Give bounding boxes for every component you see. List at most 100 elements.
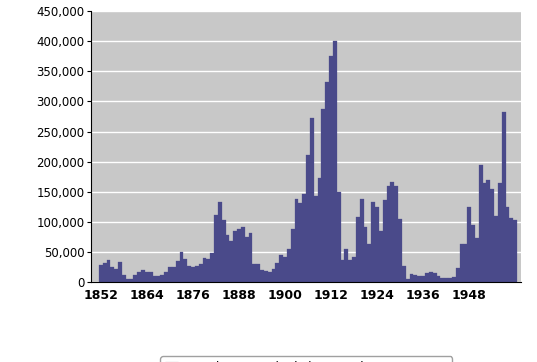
Bar [153, 276, 156, 282]
Bar [337, 191, 340, 282]
Bar [275, 263, 279, 282]
Bar [413, 275, 417, 282]
Bar [329, 56, 333, 282]
Bar [260, 270, 264, 282]
Bar [444, 278, 448, 282]
Bar [340, 260, 344, 282]
Bar [448, 278, 452, 282]
Bar [322, 109, 325, 282]
Bar [149, 272, 153, 282]
Bar [367, 244, 371, 282]
Bar [433, 273, 437, 282]
Bar [456, 269, 460, 282]
Bar [111, 267, 114, 282]
Bar [513, 219, 517, 282]
Bar [187, 266, 191, 282]
Bar [264, 271, 268, 282]
Bar [214, 215, 218, 282]
Bar [172, 267, 176, 282]
Bar [510, 218, 513, 282]
Bar [390, 182, 394, 282]
Bar [256, 265, 260, 282]
Bar [206, 259, 210, 282]
Bar [487, 181, 490, 282]
Bar [463, 244, 467, 282]
Bar [199, 264, 202, 282]
Bar [129, 279, 134, 282]
Bar [183, 259, 187, 282]
Bar [314, 196, 317, 282]
Bar [440, 278, 444, 282]
Bar [467, 207, 471, 282]
Bar [233, 231, 237, 282]
Bar [383, 200, 387, 282]
Bar [279, 256, 283, 282]
Bar [333, 41, 337, 282]
Bar [241, 227, 245, 282]
Bar [429, 272, 433, 282]
Bar [502, 112, 505, 282]
Bar [99, 265, 103, 282]
Bar [471, 225, 475, 282]
Bar [306, 155, 310, 282]
Bar [349, 260, 352, 282]
Bar [252, 264, 256, 282]
Bar [176, 261, 179, 282]
Bar [195, 266, 199, 282]
Bar [379, 231, 383, 282]
Bar [421, 276, 425, 282]
Bar [417, 276, 421, 282]
Bar [302, 194, 306, 282]
Bar [483, 183, 487, 282]
Bar [202, 258, 206, 282]
Bar [168, 268, 172, 282]
Bar [283, 257, 287, 282]
Bar [137, 272, 141, 282]
Bar [478, 165, 483, 282]
Bar [406, 279, 410, 282]
Bar [222, 220, 226, 282]
Bar [299, 203, 302, 282]
Bar [425, 273, 429, 282]
Bar [325, 83, 329, 282]
Bar [317, 178, 322, 282]
Bar [371, 202, 375, 282]
Bar [103, 263, 107, 282]
Bar [145, 272, 149, 282]
Bar [498, 183, 502, 282]
Bar [291, 228, 295, 282]
Bar [460, 244, 463, 282]
Bar [490, 189, 494, 282]
Bar [134, 274, 137, 282]
Bar [356, 218, 360, 282]
Bar [191, 267, 195, 282]
Bar [387, 186, 390, 282]
Bar [122, 275, 126, 282]
Bar [245, 237, 249, 282]
Bar [161, 275, 164, 282]
Bar [249, 233, 252, 282]
Bar [226, 235, 229, 282]
Bar [452, 277, 456, 282]
Bar [375, 207, 379, 282]
Bar [437, 276, 440, 282]
Bar [218, 202, 222, 282]
Bar [398, 219, 402, 282]
Bar [118, 262, 122, 282]
Bar [287, 249, 291, 282]
Bar [141, 270, 145, 282]
Bar [352, 257, 356, 282]
Bar [164, 272, 168, 282]
Bar [210, 253, 214, 282]
Legend: Immigrant Arrivals in Canada: 1852-1960: Immigrant Arrivals in Canada: 1852-1960 [160, 356, 452, 362]
Bar [360, 199, 364, 282]
Bar [402, 266, 406, 282]
Bar [475, 238, 478, 282]
Bar [179, 252, 183, 282]
Bar [394, 186, 398, 282]
Bar [268, 272, 272, 282]
Bar [229, 241, 233, 282]
Bar [505, 207, 510, 282]
Bar [494, 216, 498, 282]
Bar [295, 199, 299, 282]
